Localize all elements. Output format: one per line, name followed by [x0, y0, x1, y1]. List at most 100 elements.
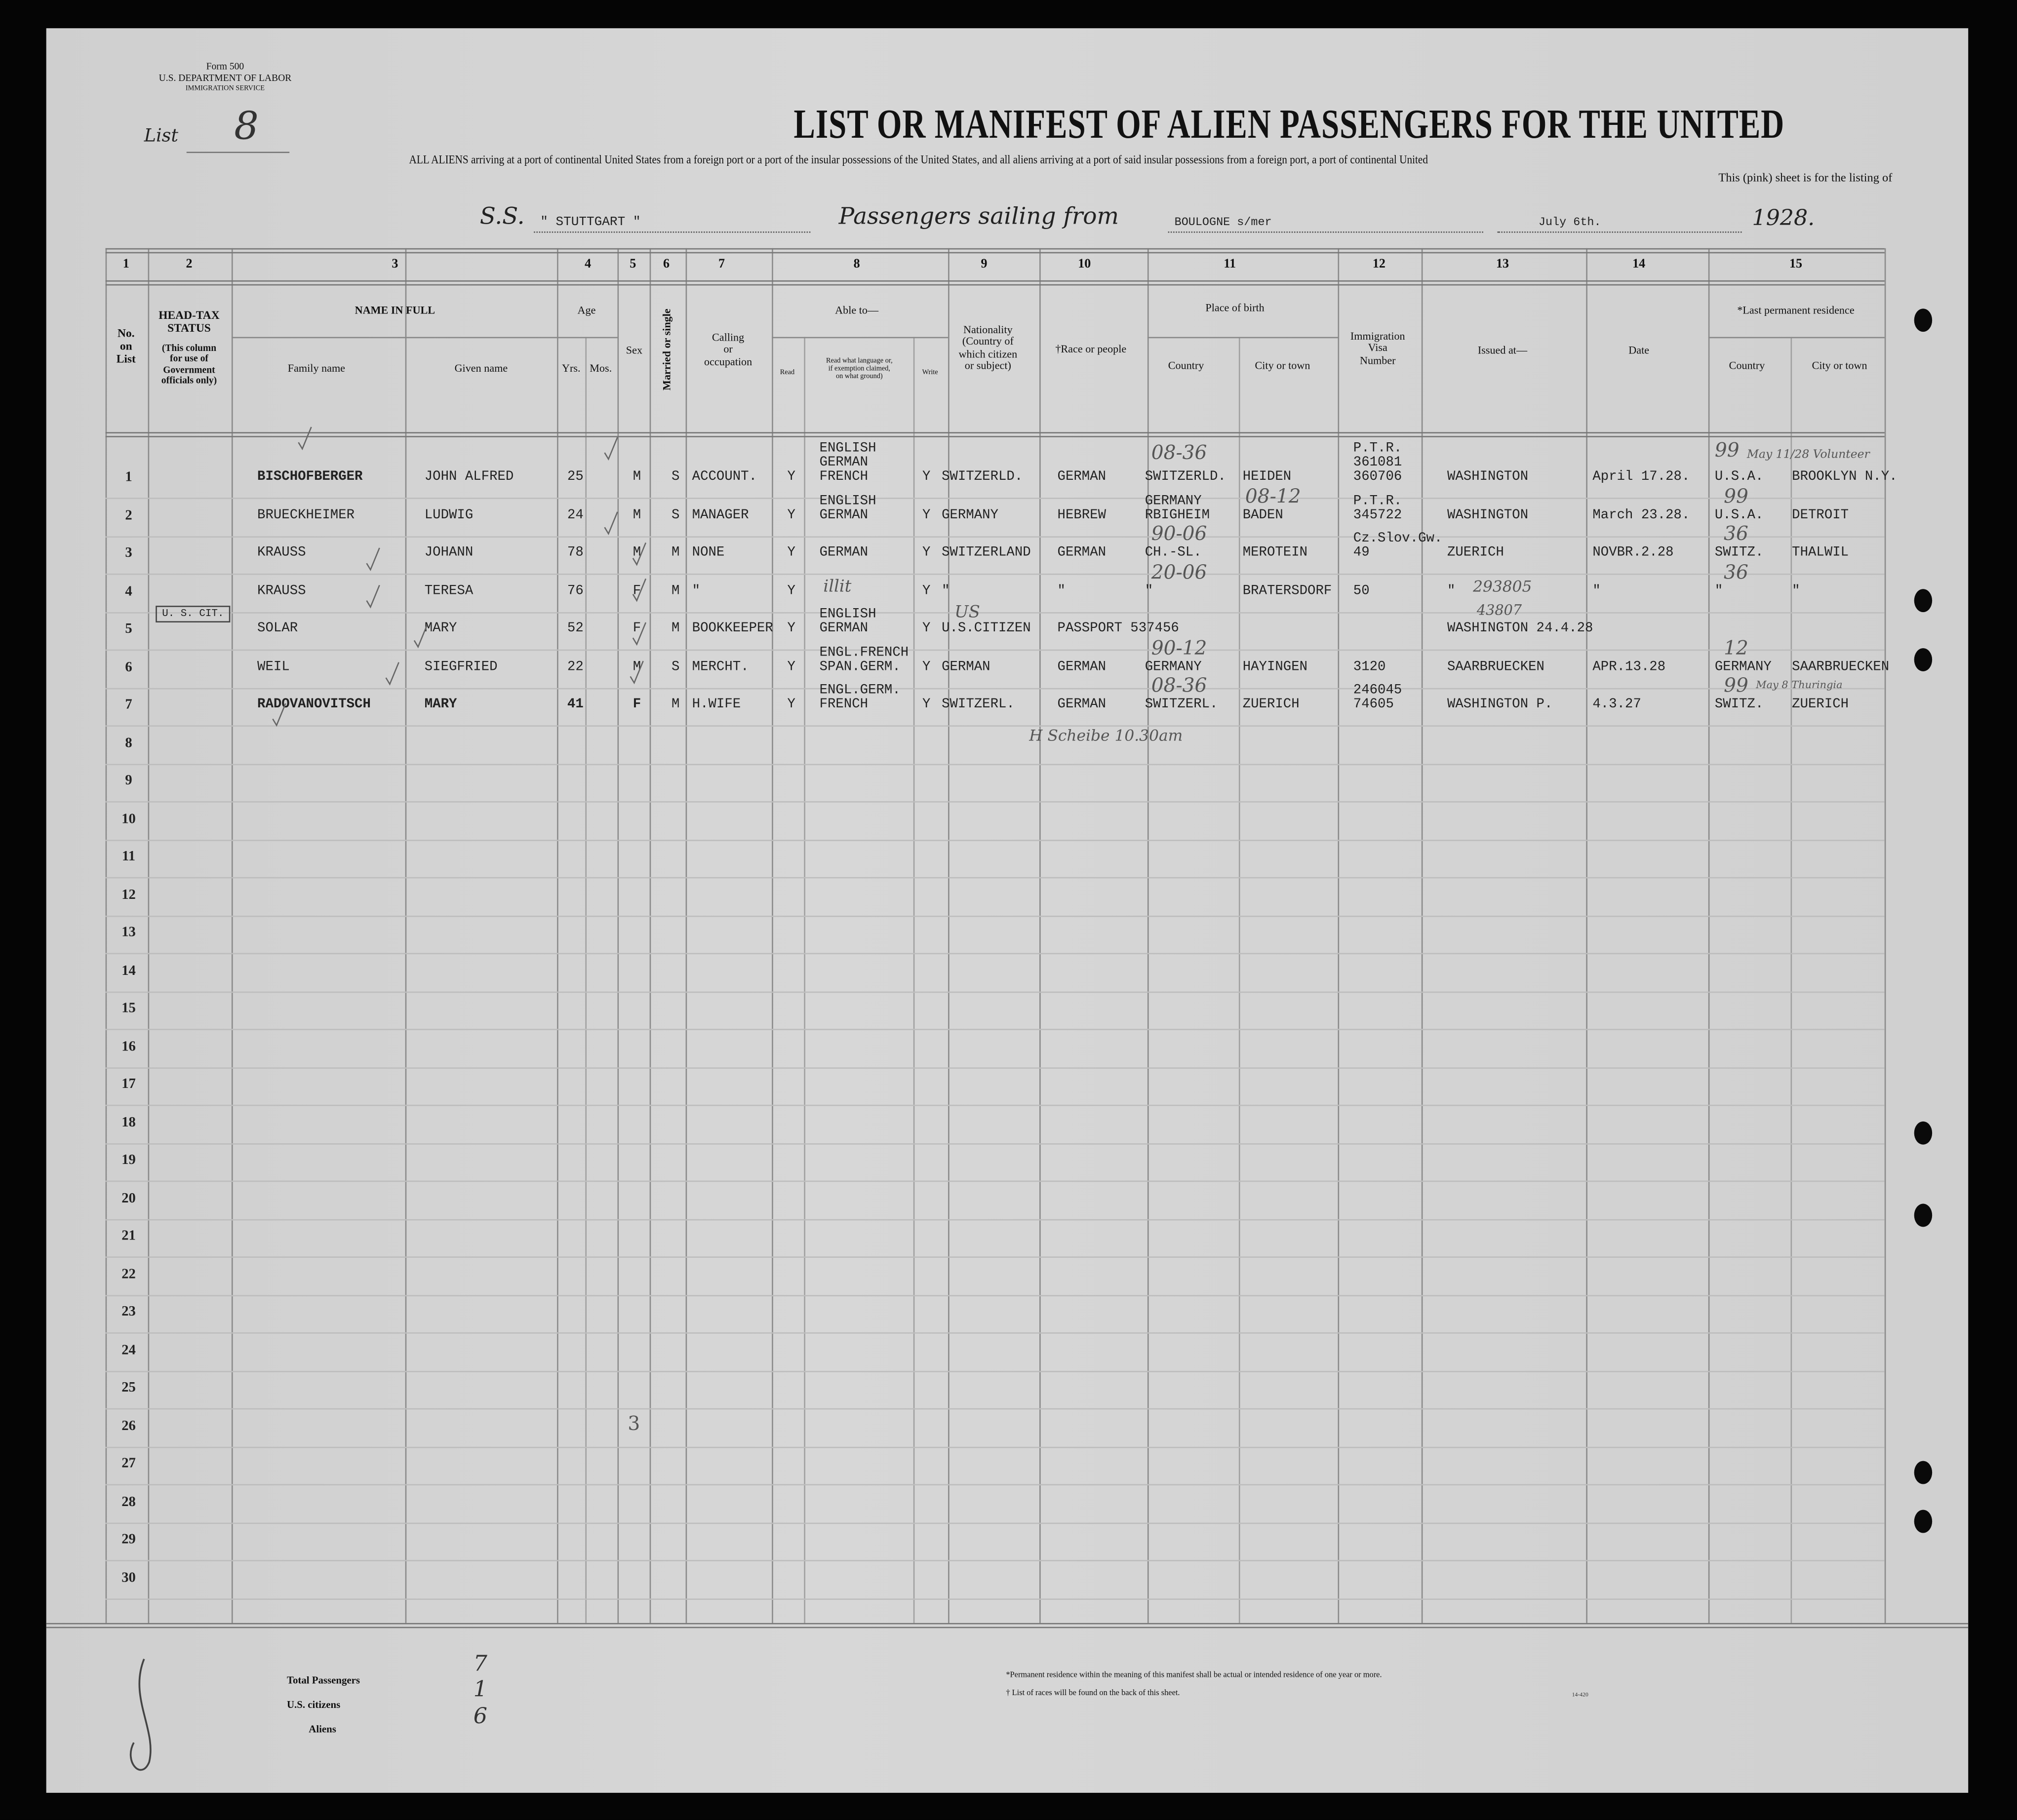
cell-res-city: "	[1792, 583, 1800, 599]
row-line	[105, 498, 1885, 499]
row-line	[105, 953, 1885, 955]
row-number: 13	[121, 925, 136, 940]
punch-hole	[1914, 1121, 1933, 1145]
cell-issued-at: WASHINGTON 24.4.28	[1447, 621, 1593, 637]
row-line	[105, 1029, 1885, 1030]
cell-given: LUDWIG	[424, 507, 474, 523]
row-number: 8	[125, 735, 132, 751]
cell-nationality: SWITZERLAND	[942, 545, 1031, 561]
cell-issued-at: WASHINGTON	[1447, 469, 1529, 485]
page-mark: 3	[628, 1412, 640, 1435]
cell-sex: F	[633, 697, 641, 713]
cell-language: ENGLISH GERMAN	[819, 493, 876, 523]
cell-married: S	[671, 469, 680, 485]
sailing-year: 1928.	[1752, 205, 1815, 232]
subcolumn-divider	[1238, 337, 1240, 1623]
column-divider	[105, 248, 107, 1623]
row-number: 9	[125, 773, 132, 789]
cell-visa: Cz.Slov.Gw. 49	[1353, 531, 1443, 561]
row-number: 4	[125, 583, 132, 599]
cell-race: "	[1057, 583, 1066, 599]
footnote-residence: *Permanent residence within the meaning …	[1006, 1670, 1382, 1680]
cell-res-city: BROOKLYN N.Y.	[1792, 469, 1898, 485]
cell-res-country: SWITZ.	[1714, 697, 1764, 713]
row-number: 25	[121, 1380, 136, 1395]
cell-birth-city: HEIDEN	[1242, 469, 1292, 485]
column-number: 1	[122, 257, 129, 271]
header-rule	[105, 432, 1885, 437]
row-line	[105, 573, 1885, 575]
cell-res-city: DETROIT	[1792, 507, 1849, 523]
header-race: †Race or people	[1055, 342, 1127, 355]
service: IMMIGRATION SERVICE	[185, 84, 265, 92]
cell-race: GERMAN	[1057, 545, 1107, 561]
row-number: 22	[121, 1266, 136, 1282]
column-divider	[649, 248, 651, 1623]
header-visa-number: Immigration Visa Number	[1350, 329, 1405, 366]
date-underline	[1497, 231, 1742, 233]
row-line	[105, 763, 1885, 765]
header-mos: Mos.	[590, 361, 612, 375]
cell-married: S	[671, 507, 680, 523]
row-line	[105, 687, 1885, 689]
cell-issued-at: ZUERICH	[1447, 545, 1504, 561]
cell-sex: F	[633, 583, 641, 599]
cell-yrs: 52	[567, 621, 584, 637]
cell-sex: M	[633, 545, 641, 561]
header-head-tax-status: HEAD-TAX STATUS	[158, 309, 220, 335]
column-number: 14	[1632, 257, 1646, 271]
cell-married: M	[671, 621, 680, 637]
cell-married: S	[671, 659, 680, 675]
cell-language: ENGL.GERM. FRENCH	[819, 683, 901, 713]
cell-date: March 23.28.	[1592, 507, 1690, 523]
page-title: LIST OR MANIFEST OF ALIEN PASSENGERS FOR…	[793, 100, 1785, 147]
punch-hole	[1914, 309, 1933, 332]
table-bottom-rule	[46, 1623, 1969, 1628]
cell-family: BISCHOFBERGER	[257, 469, 363, 485]
group-header-rule	[231, 337, 618, 339]
cell-issued-at: SAARBRUECKEN	[1447, 659, 1544, 675]
total-passengers-value: 7	[473, 1651, 487, 1677]
cell-yrs: 78	[567, 545, 584, 561]
cell-race: GERMAN	[1057, 469, 1107, 485]
cell-birth-country: CH.-SL.	[1145, 545, 1202, 561]
punch-hole	[1914, 1461, 1933, 1484]
cell-language: ENGLISH GERMAN	[819, 607, 876, 637]
column-divider	[1421, 248, 1423, 1623]
header-birth-city: City or town	[1255, 358, 1310, 372]
cell-birth-city: BRATERSDORF	[1242, 583, 1332, 599]
cell-language: ENGL.FRENCH SPAN.GERM.	[819, 645, 909, 675]
cell-date: APR.13.28	[1592, 659, 1666, 675]
us-citizen-stamp: U. S. CIT.	[156, 606, 231, 622]
cell-yrs: 76	[567, 583, 584, 599]
column-number: 10	[1078, 257, 1091, 271]
manifest-sheet	[46, 28, 1969, 1793]
cell-occupation: ACCOUNT.	[692, 469, 757, 485]
cell-given: TERESA	[424, 583, 474, 599]
cell-write: Y	[922, 697, 931, 713]
subtitle-pink-sheet: This (pink) sheet is for the listing of	[1718, 172, 1893, 186]
us-citizens-label: U.S. citizens	[286, 1699, 341, 1711]
column-number: 7	[718, 257, 725, 271]
cell-nationality: GERMANY	[942, 507, 998, 523]
column-divider	[1708, 248, 1710, 1623]
row-line	[105, 1370, 1885, 1372]
cell-visa: P.T.R. 361081 360706	[1353, 441, 1402, 485]
cell-visa: 246045 74605	[1353, 683, 1402, 713]
cell-res-country: GERMANY	[1714, 659, 1772, 675]
cell-write: Y	[922, 583, 931, 599]
sailing-date: July 6th.	[1538, 216, 1601, 229]
row-number: 27	[121, 1456, 136, 1471]
handwritten-annotation: May 11/28 Volunteer	[1746, 449, 1870, 462]
header-rule	[105, 248, 1885, 254]
subtitle: ALL ALIENS arriving at a port of contine…	[409, 154, 1428, 167]
column-divider	[685, 248, 687, 1623]
aliens-value: 6	[473, 1704, 487, 1730]
cell-issued-at: "	[1447, 583, 1456, 599]
row-number: 14	[121, 963, 136, 978]
port-of-departure: BOULOGNE s/mer	[1174, 216, 1272, 229]
handwritten-annotation: 99	[1724, 485, 1748, 508]
column-number: 6	[663, 257, 670, 271]
row-line	[105, 611, 1885, 613]
